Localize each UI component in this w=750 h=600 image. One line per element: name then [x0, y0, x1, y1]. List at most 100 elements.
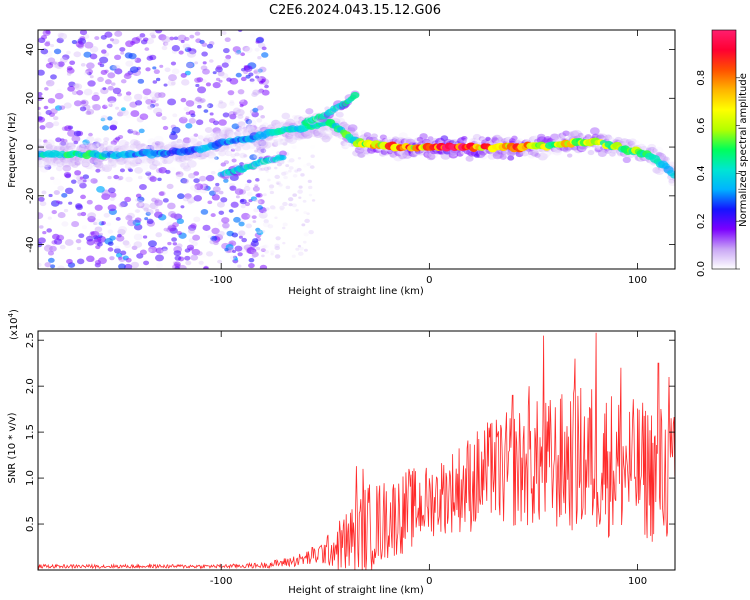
spectrogram-point — [308, 164, 314, 169]
spectrogram-point — [133, 93, 143, 101]
spectrogram-point — [256, 193, 263, 198]
spectrogram-point — [154, 200, 159, 204]
spectrogram-point — [212, 133, 221, 140]
snr-y-ticks: 0.5 1.0 1.5 2.0 2.5 — [25, 332, 675, 532]
spectrogram-point — [94, 137, 102, 144]
spectrogram-point — [207, 137, 216, 144]
spectrogram-point — [39, 165, 49, 173]
spectrogram-point — [137, 155, 148, 164]
spectrogram-point — [154, 205, 164, 212]
spectrogram-point — [246, 112, 254, 118]
spectrogram-point — [271, 206, 277, 210]
spectrogram-point — [215, 130, 223, 137]
spectrogram-point — [197, 135, 204, 140]
spectrogram-point — [206, 43, 214, 49]
spectrogram-point — [120, 79, 127, 84]
spectrogram-point — [182, 196, 189, 202]
spectrogram-point — [277, 135, 288, 144]
spectrogram-point — [215, 131, 223, 138]
spectrogram-point — [89, 165, 96, 171]
spectrogram-point — [106, 222, 112, 227]
spectrogram-point — [151, 141, 161, 148]
spectrogram-point — [228, 209, 234, 213]
spectrogram-point — [121, 157, 129, 163]
spectrogram-point — [90, 143, 100, 151]
spectrogram-point — [196, 77, 204, 83]
spectrogram-point — [64, 145, 74, 153]
spectrogram-point — [186, 244, 195, 251]
spectrogram-point — [119, 47, 126, 52]
spectrogram-point — [477, 149, 487, 156]
spectrogram-point — [234, 110, 241, 116]
spectrogram-point — [43, 105, 49, 110]
spectrogram-point — [295, 247, 300, 251]
spectrogram-point — [352, 150, 361, 157]
spectrogram-point — [229, 185, 237, 191]
spectrogram-point — [114, 68, 123, 75]
spectrogram-point — [242, 45, 250, 52]
spectrogram-point — [456, 151, 464, 157]
spectrogram-point — [130, 110, 140, 117]
spectrogram-point — [82, 139, 90, 146]
spectrogram-point — [57, 265, 65, 269]
spectrogram-point — [185, 100, 195, 107]
spectrogram-point — [226, 132, 234, 138]
spectrogram-point — [139, 113, 149, 120]
spectrogram-point — [217, 220, 227, 228]
spectrogram-point — [263, 219, 269, 224]
spectrogram-point — [80, 211, 87, 217]
spectrogram-point — [608, 149, 615, 155]
spectrogram-point — [94, 36, 100, 41]
spectrogram-point — [276, 151, 282, 155]
spectrogram-point — [66, 258, 73, 265]
spectrogram-point — [169, 227, 178, 234]
spectrogram-point — [138, 43, 143, 47]
spectrogram-point — [123, 73, 132, 80]
spectrogram-point — [86, 108, 95, 115]
spectrogram-point — [166, 227, 173, 233]
spectrogram-point — [162, 159, 168, 164]
spectrogram-point — [318, 130, 327, 138]
spectrogram-point — [94, 143, 103, 149]
spectrogram-point — [39, 147, 45, 151]
spectrogram-point — [124, 161, 135, 170]
spectrogram-point — [291, 134, 300, 140]
spectrogram-point — [44, 87, 49, 91]
spectrogram-point — [125, 176, 133, 183]
spectrogram-point — [224, 133, 230, 138]
spectrogram-point — [135, 198, 140, 202]
spectrogram-point — [123, 160, 130, 165]
spectrogram-point — [178, 116, 188, 124]
spectrogram-point — [193, 133, 199, 137]
spectrogram-point — [129, 143, 137, 149]
spectrogram-point — [172, 155, 182, 163]
spectrogram-point — [274, 245, 281, 251]
spectrogram-point — [117, 228, 126, 236]
spectrogram-point — [158, 34, 167, 41]
spectrogram-point — [562, 130, 570, 137]
spectrogram-point — [39, 147, 45, 152]
spectrogram-point — [594, 148, 600, 153]
spectrogram-point — [558, 132, 567, 139]
snr-x-tick-label: 100 — [628, 576, 647, 587]
spectrogram-point — [86, 178, 91, 182]
spectrogram-point — [571, 129, 582, 138]
spectrogram-point — [79, 157, 88, 165]
spectrogram-point — [113, 145, 124, 153]
spectrogram-point — [306, 162, 311, 167]
spectrogram-point — [38, 159, 46, 167]
spectrogram-point — [104, 102, 112, 108]
spectrogram-point — [233, 216, 241, 223]
snr-series-line — [38, 332, 675, 570]
spectrogram-point — [428, 153, 436, 160]
spectrogram-point — [329, 130, 335, 135]
spectrogram-point — [76, 258, 85, 265]
spectrogram-point — [180, 40, 185, 44]
spectrogram-point — [226, 131, 235, 137]
spectrogram-point — [45, 156, 56, 165]
spectrogram-point — [85, 163, 93, 170]
spectrogram-point — [223, 160, 230, 165]
spectrogram-point — [148, 246, 158, 254]
spectrogram-point — [228, 151, 234, 156]
spectrogram-point — [246, 125, 255, 132]
